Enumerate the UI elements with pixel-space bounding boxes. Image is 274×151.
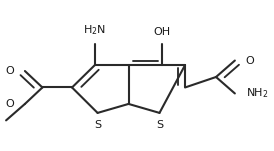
Text: O: O xyxy=(5,99,14,109)
Text: OH: OH xyxy=(154,27,171,37)
Text: O: O xyxy=(246,56,254,66)
Text: S: S xyxy=(156,120,163,130)
Text: H$_2$N: H$_2$N xyxy=(83,23,106,37)
Text: O: O xyxy=(5,66,14,76)
Text: NH$_2$: NH$_2$ xyxy=(246,87,268,100)
Text: S: S xyxy=(94,120,101,130)
